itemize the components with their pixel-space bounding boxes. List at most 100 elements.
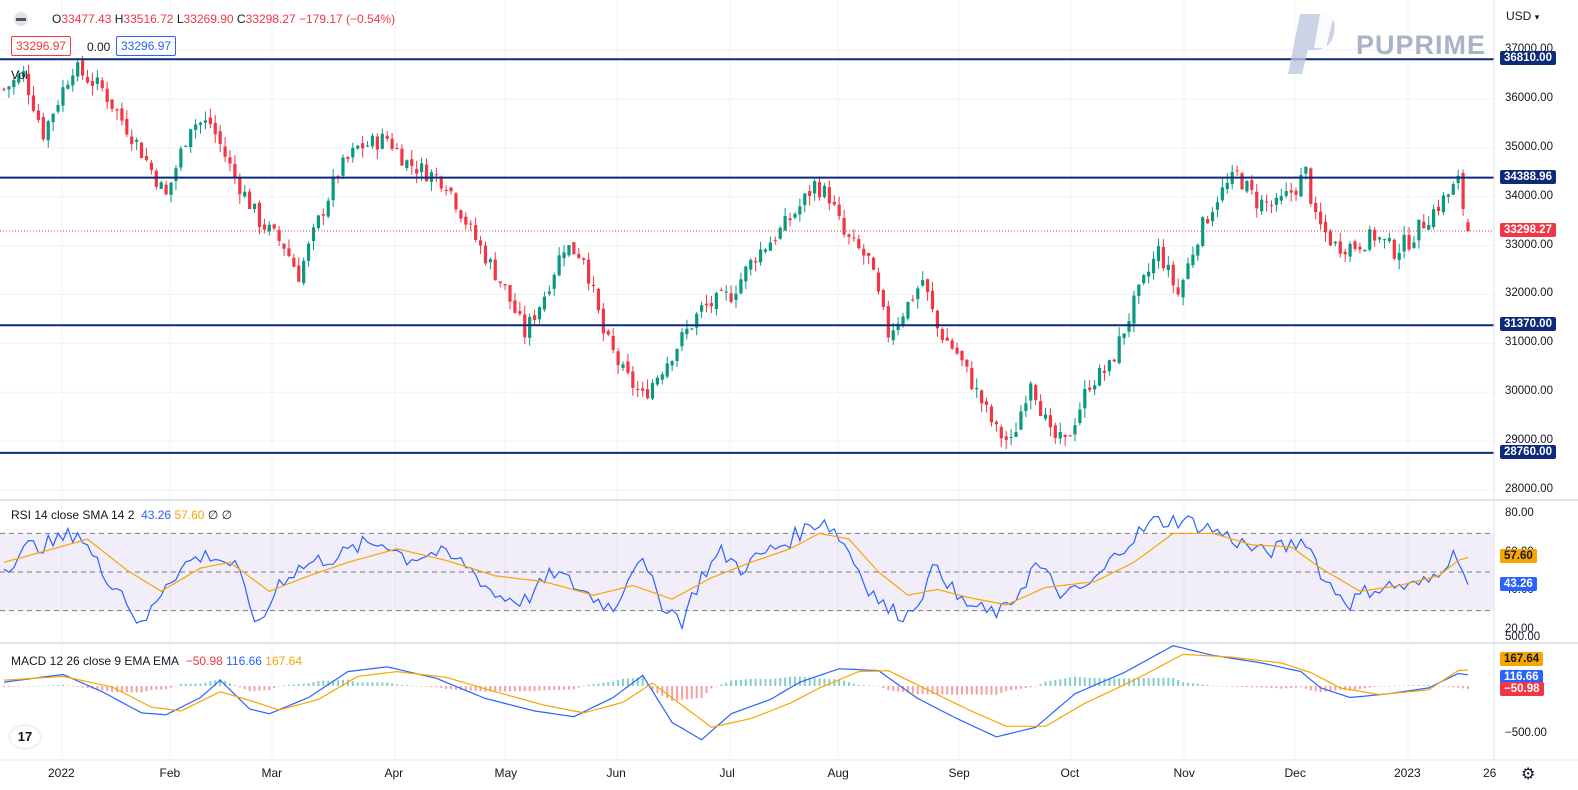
candle-body [537,307,542,320]
macd-histogram-bar [636,677,639,686]
candle-body [650,383,655,399]
candle-body [1392,239,1396,259]
collapse-icon[interactable]: ▬ [14,12,28,26]
candle-body [248,191,252,210]
macd-histogram-bar [1265,686,1268,688]
currency-selector[interactable]: USD ▾ [1506,9,1539,23]
macd-histogram-bar [612,681,615,686]
macd-histogram-bar [705,686,708,694]
macd-histogram-bar [572,686,575,690]
macd-histogram-bar [617,680,620,686]
candle-body [749,260,753,270]
macd-histogram-bar [548,686,551,691]
macd-histogram-bar [1285,686,1288,689]
macd-histogram-bar [676,686,679,701]
macd-histogram-bar [219,679,222,686]
candle-body [483,245,488,264]
candle-body [1407,234,1411,250]
candle-body [955,347,959,354]
macd-histogram-bar [287,684,290,686]
candle-body [139,142,144,159]
macd-histogram-bar [1142,678,1145,686]
macd-histogram-bar [1329,686,1332,691]
macd-histogram-bar [170,686,173,688]
candle-body [179,148,183,168]
macd-histogram-bar [302,683,305,686]
macd-histogram-bar [862,685,865,686]
macd-histogram-bar [1078,677,1081,686]
macd-histogram-bar [106,686,109,692]
candle-body [852,237,856,239]
macd-histogram-bar [1103,678,1106,686]
candle-body [351,147,355,158]
candle-body [930,290,935,310]
candle-body [474,225,478,240]
close-value: 33298.27 [245,12,296,26]
sell-price-button[interactable]: 33296.97 [11,36,72,56]
candle-body [1009,437,1013,439]
candle-body [51,113,55,123]
candle-body [655,377,659,385]
candle-body [282,243,286,249]
rsi-tick-label: 80.00 [1505,507,1534,519]
macd-histogram-bar [715,686,718,687]
candle-body [631,371,635,388]
buy-price-button[interactable]: 33296.97 [116,36,177,56]
macd-histogram-bar [651,686,654,691]
candle-body [871,257,876,270]
candle-body [1068,435,1072,437]
candle-body [302,260,306,284]
time-tick-label: Dec [1284,766,1306,780]
macd-histogram-bar [366,682,369,686]
candle-body [754,261,758,263]
candle-body [297,265,301,282]
time-tick-label: Jun [606,766,626,780]
macd-histogram-bar [248,686,251,692]
spread-value: 0.00 [87,40,111,54]
gear-icon[interactable]: ⚙ [1521,766,1536,783]
candle-body [1373,229,1377,241]
candle-body [1353,241,1357,249]
high-label: H [114,12,124,26]
candle-body [1348,243,1352,257]
candle-body [469,223,473,225]
candle-body [424,164,429,182]
time-tick-label: Feb [159,766,181,780]
candle-body [1402,234,1406,252]
rsi-extra: ∅ ∅ [207,508,233,522]
macd-histogram-bar [1417,685,1420,686]
macd-histogram-bar [1255,686,1258,688]
candle-body [1014,432,1018,437]
candle-body [636,388,640,390]
macd-histogram-bar [538,686,541,691]
candle-body [847,234,851,237]
time-tick-label: Nov [1173,766,1195,780]
macd-value: 116.66 [226,654,262,668]
macd-histogram-bar [1245,686,1248,688]
candle-body [46,121,50,141]
candle-body [439,176,443,189]
macd-histogram-bar [233,685,236,686]
macd-histogram-bar [179,683,182,686]
macd-histogram-bar [803,676,806,686]
macd-histogram-bar [71,686,74,687]
candle-body [110,99,114,109]
macd-histogram-bar [828,678,831,686]
candle-body [189,129,193,148]
macd-histogram-bar [523,686,526,692]
macd-histogram-bar [317,680,320,686]
price-tick-label: 33000.00 [1505,238,1553,251]
macd-histogram-bar [140,686,143,693]
candle-body [1451,184,1455,195]
candle-body [390,138,394,149]
candle-body [1382,239,1387,241]
candle-body [459,210,463,219]
macd-histogram-bar [253,686,256,691]
candle-body [842,217,846,235]
candle-body [71,75,75,86]
tradingview-logo-icon[interactable]: 17 [10,726,40,748]
candle-body [1309,168,1313,204]
macd-histogram-bar [1393,685,1396,687]
rsi-legend: RSI 14 close SMA 14 2 43.26 57.60 ∅ ∅ [11,508,232,522]
